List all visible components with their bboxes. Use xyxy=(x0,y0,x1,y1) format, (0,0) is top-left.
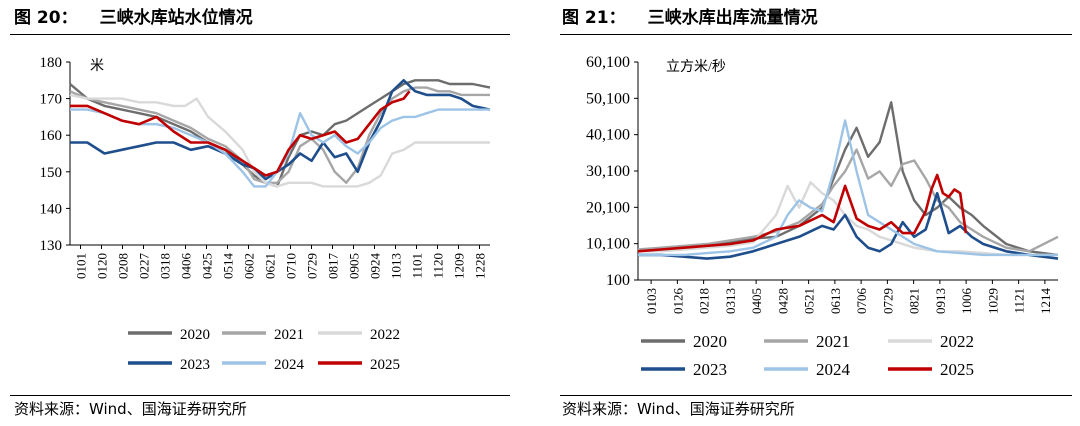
left-x-tick-label: 1209 xyxy=(452,253,467,279)
left-legend-label-2021: 2021 xyxy=(274,327,304,343)
right-y-tick-label: 30,100 xyxy=(586,163,630,180)
left-legend-label-2024: 2024 xyxy=(274,357,305,373)
left-chart-title: 图 20： 三峡水库站水位情况 xyxy=(14,4,253,32)
left-x-tick-label: 0425 xyxy=(200,253,215,279)
right-title-rule xyxy=(560,34,1072,35)
left-y-tick-label: 170 xyxy=(40,92,63,108)
right-y-unit-label: 立方米/秒 xyxy=(666,59,726,75)
right-x-tick-label: 1214 xyxy=(1038,288,1053,315)
right-legend-label-2025: 2025 xyxy=(940,360,974,379)
left-figure-number: 图 20： xyxy=(14,8,78,28)
right-x-tick-label: 0913 xyxy=(933,288,948,314)
right-y-tick-label: 60,100 xyxy=(586,54,630,71)
left-y-tick-label: 160 xyxy=(40,128,63,144)
right-y-tick-label: 40,100 xyxy=(586,127,630,144)
right-x-tick-label: 0126 xyxy=(670,288,685,315)
left-legend-label-2023: 2023 xyxy=(180,357,210,373)
right-legend-label-2022: 2022 xyxy=(940,332,974,351)
left-y-tick-label: 140 xyxy=(40,201,63,217)
left-source-rule xyxy=(10,395,510,396)
left-legend-label-2020: 2020 xyxy=(180,327,210,343)
right-x-tick-label: 0405 xyxy=(749,288,764,314)
left-x-tick-label: 0710 xyxy=(284,253,299,279)
left-x-tick-label: 0120 xyxy=(95,253,110,279)
left-series-2021-line xyxy=(69,86,490,185)
left-x-tick-label: 0318 xyxy=(158,253,173,279)
left-series-2024-line xyxy=(70,108,490,188)
left-x-tick-label: 0905 xyxy=(347,253,362,279)
left-y-tick-label: 130 xyxy=(40,238,63,254)
right-legend-label-2024: 2024 xyxy=(816,360,851,379)
left-x-tick-label: 0729 xyxy=(305,253,320,279)
right-x-tick-label: 0613 xyxy=(828,288,843,314)
left-series-2022-line xyxy=(69,93,490,188)
right-x-tick-label: 0821 xyxy=(907,288,922,314)
right-y-tick-label: 100 xyxy=(606,272,630,289)
left-y-tick-label: 180 xyxy=(40,55,63,71)
left-title-rule xyxy=(10,34,510,35)
right-x-tick-label: 0729 xyxy=(880,288,895,314)
right-source-rule xyxy=(560,395,1072,396)
right-series-2025-line xyxy=(637,173,968,253)
left-series-2025-line xyxy=(70,90,411,177)
right-x-tick-label: 0428 xyxy=(775,288,790,314)
right-series-2021-line xyxy=(637,148,1059,253)
right-chart-title: 图 21： 三峡水库出库流量情况 xyxy=(562,4,818,32)
left-x-tick-label: 0227 xyxy=(137,253,152,280)
left-legend-label-2022: 2022 xyxy=(370,327,400,343)
left-x-tick-label: 1228 xyxy=(473,253,488,279)
right-legend-label-2021: 2021 xyxy=(816,332,850,351)
left-x-tick-label: 1013 xyxy=(389,253,404,279)
right-x-tick-label: 0103 xyxy=(644,288,659,314)
right-x-tick-label: 0313 xyxy=(723,288,738,314)
left-x-tick-label: 0406 xyxy=(179,253,194,280)
left-series-2023-line xyxy=(70,79,491,181)
right-y-tick-label: 10,100 xyxy=(586,236,630,253)
left-x-tick-label: 0101 xyxy=(74,253,89,279)
right-x-tick-label: 0218 xyxy=(697,288,712,314)
right-legend-label-2020: 2020 xyxy=(693,332,727,351)
right-y-tick-label: 20,100 xyxy=(586,199,630,216)
right-figure-number: 图 21： xyxy=(562,8,626,28)
right-title-text: 三峡水库出库流量情况 xyxy=(647,8,818,28)
left-x-tick-label: 1101 xyxy=(410,253,425,279)
right-series-2023-line xyxy=(638,191,1059,260)
right-x-tick-label: 0521 xyxy=(802,288,817,314)
left-x-tick-label: 1120 xyxy=(431,253,446,279)
right-x-tick-label: 0706 xyxy=(854,288,869,315)
right-x-tick-label: 1006 xyxy=(959,288,974,315)
left-legend-label-2025: 2025 xyxy=(370,357,400,373)
right-x-tick-label: 1121 xyxy=(1012,288,1027,314)
right-y-tick-label: 50,100 xyxy=(586,90,630,107)
right-x-tick-label: 1029 xyxy=(985,288,1000,314)
left-x-tick-label: 0514 xyxy=(221,253,236,280)
right-legend-label-2023: 2023 xyxy=(693,360,727,379)
left-y-unit-label: 米 xyxy=(90,58,104,74)
left-source-note: 资料来源：Wind、国海证券研究所 xyxy=(14,400,247,418)
left-y-tick-label: 150 xyxy=(40,165,63,181)
left-x-tick-label: 0817 xyxy=(326,253,341,280)
left-title-text: 三峡水库站水位情况 xyxy=(99,8,253,28)
left-x-tick-label: 0924 xyxy=(368,253,383,280)
left-x-tick-label: 0602 xyxy=(242,253,257,279)
right-series-2024-line xyxy=(638,119,1058,257)
right-source-note: 资料来源：Wind、国海证券研究所 xyxy=(562,400,795,418)
left-x-tick-label: 0621 xyxy=(263,253,278,279)
left-x-tick-label: 0208 xyxy=(116,253,131,279)
right-series-2020-line xyxy=(637,101,1059,257)
